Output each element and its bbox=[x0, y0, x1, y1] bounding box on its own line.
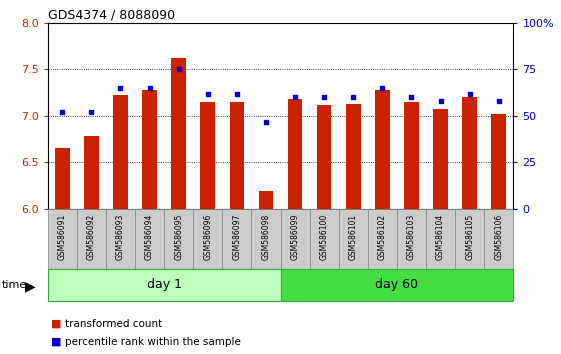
Point bbox=[145, 85, 154, 91]
Text: GSM586096: GSM586096 bbox=[203, 214, 212, 260]
Bar bbox=[222, 209, 251, 269]
Bar bbox=[171, 58, 186, 209]
Bar bbox=[251, 209, 280, 269]
Bar bbox=[397, 209, 426, 269]
Point bbox=[291, 95, 300, 100]
Bar bbox=[288, 99, 302, 209]
Point bbox=[232, 91, 241, 96]
Bar bbox=[433, 108, 448, 209]
Bar bbox=[135, 209, 164, 269]
Point bbox=[58, 109, 67, 115]
Text: GSM586100: GSM586100 bbox=[320, 214, 329, 260]
Bar bbox=[77, 209, 106, 269]
Bar bbox=[491, 114, 506, 209]
Point bbox=[174, 67, 183, 72]
Point bbox=[465, 91, 474, 96]
Point bbox=[378, 85, 387, 91]
Point bbox=[116, 85, 125, 91]
Text: GSM586098: GSM586098 bbox=[261, 214, 270, 260]
Text: day 60: day 60 bbox=[375, 279, 419, 291]
Bar bbox=[280, 269, 513, 301]
Text: GSM586094: GSM586094 bbox=[145, 214, 154, 260]
Text: ■: ■ bbox=[50, 337, 61, 347]
Bar bbox=[259, 191, 273, 209]
Bar bbox=[310, 209, 339, 269]
Bar bbox=[346, 104, 361, 209]
Bar bbox=[404, 102, 419, 209]
Text: GSM586095: GSM586095 bbox=[174, 214, 183, 260]
Text: transformed count: transformed count bbox=[65, 319, 162, 329]
Bar bbox=[229, 102, 244, 209]
Bar bbox=[426, 209, 455, 269]
Text: GDS4374 / 8088090: GDS4374 / 8088090 bbox=[48, 9, 175, 22]
Text: GSM586102: GSM586102 bbox=[378, 214, 387, 260]
Bar bbox=[280, 209, 310, 269]
Text: day 1: day 1 bbox=[146, 279, 182, 291]
Point bbox=[407, 95, 416, 100]
Point bbox=[494, 98, 503, 104]
Bar bbox=[193, 209, 222, 269]
Bar bbox=[317, 105, 332, 209]
Text: percentile rank within the sample: percentile rank within the sample bbox=[65, 337, 241, 347]
Bar bbox=[455, 209, 484, 269]
Bar bbox=[200, 102, 215, 209]
Point bbox=[203, 91, 212, 96]
Point bbox=[87, 109, 96, 115]
Bar bbox=[113, 96, 128, 209]
Text: GSM586093: GSM586093 bbox=[116, 214, 125, 260]
Bar bbox=[48, 209, 77, 269]
Point bbox=[261, 119, 270, 124]
Bar bbox=[48, 269, 280, 301]
Text: ▶: ▶ bbox=[25, 280, 36, 294]
Bar bbox=[106, 209, 135, 269]
Text: GSM586105: GSM586105 bbox=[465, 214, 474, 260]
Point bbox=[320, 95, 329, 100]
Text: GSM586104: GSM586104 bbox=[436, 214, 445, 260]
Point bbox=[349, 95, 358, 100]
Text: GSM586103: GSM586103 bbox=[407, 214, 416, 260]
Bar bbox=[84, 136, 99, 209]
Text: GSM586099: GSM586099 bbox=[291, 214, 300, 260]
Text: time: time bbox=[2, 280, 27, 290]
Bar bbox=[462, 97, 477, 209]
Bar bbox=[55, 148, 70, 209]
Text: GSM586106: GSM586106 bbox=[494, 214, 503, 260]
Bar bbox=[164, 209, 193, 269]
Bar bbox=[339, 209, 368, 269]
Bar bbox=[484, 209, 513, 269]
Text: GSM586101: GSM586101 bbox=[349, 214, 358, 260]
Bar bbox=[375, 90, 390, 209]
Text: GSM586092: GSM586092 bbox=[87, 214, 96, 260]
Bar bbox=[142, 90, 157, 209]
Point bbox=[436, 98, 445, 104]
Text: GSM586097: GSM586097 bbox=[232, 214, 241, 260]
Bar bbox=[368, 209, 397, 269]
Text: ■: ■ bbox=[50, 319, 61, 329]
Text: GSM586091: GSM586091 bbox=[58, 214, 67, 260]
